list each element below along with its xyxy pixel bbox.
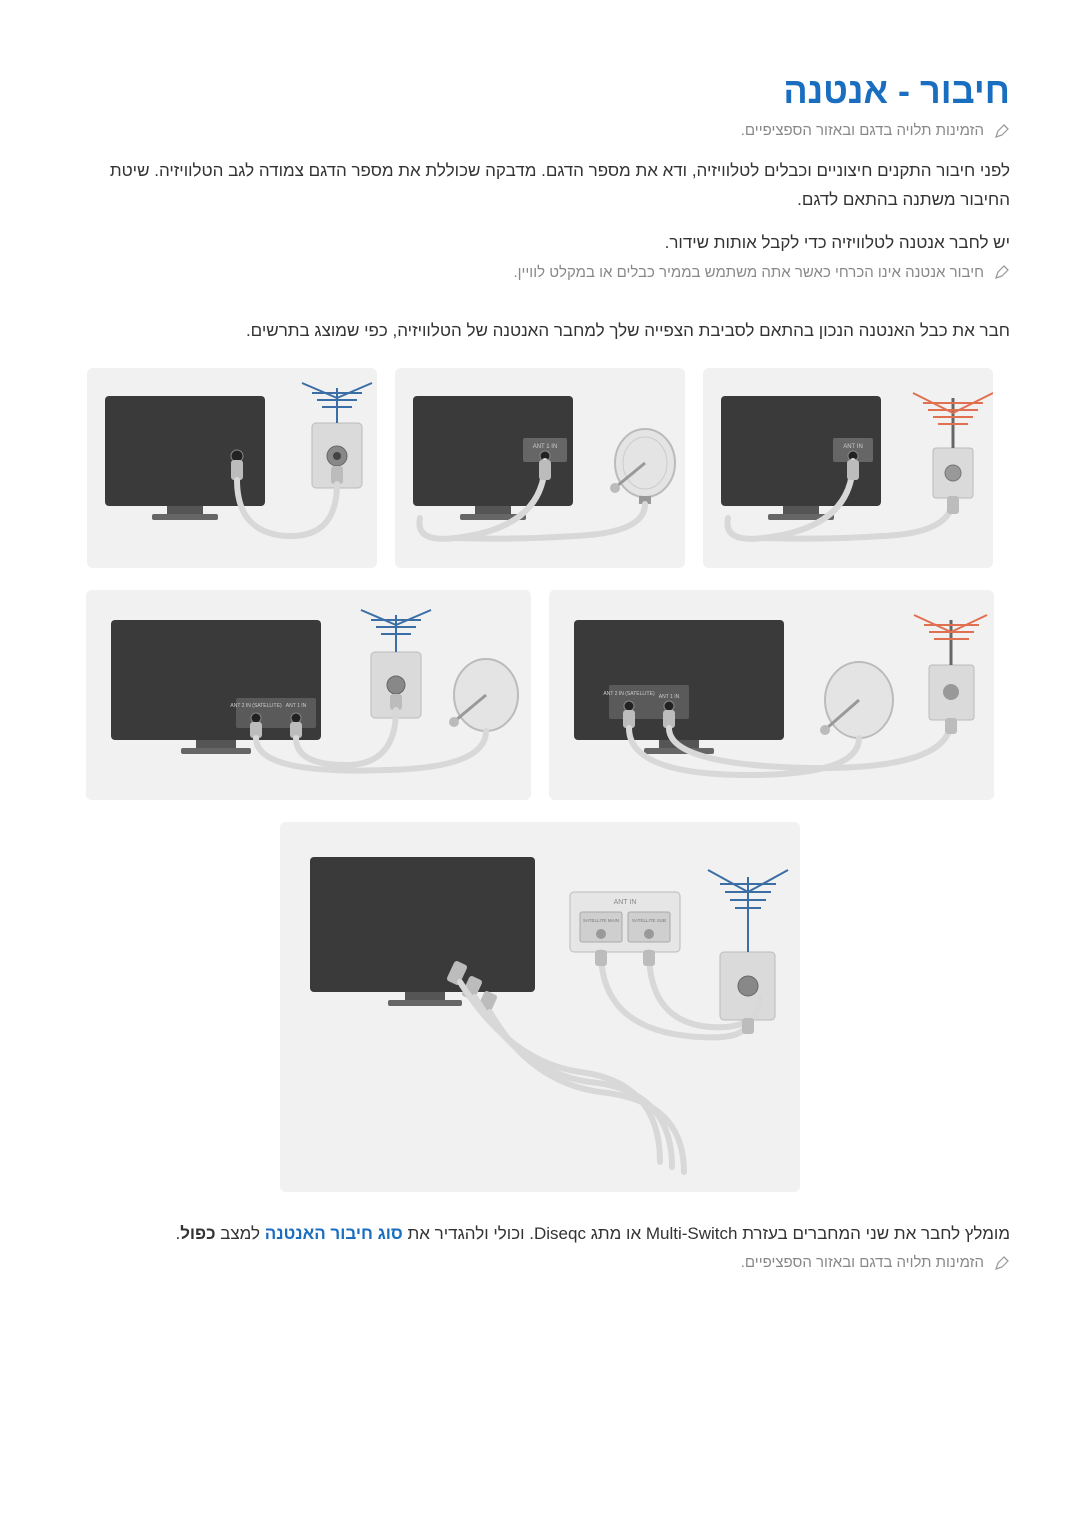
diagram-row-1: ANT IN [70,368,1010,568]
port-label: ANT 1 IN [286,703,307,709]
note-text: הזמינות תלויה בדגם ובאזור הספציפיים. [741,122,984,139]
diagram-row-2: ANT 2 IN (SATELLITE) ANT 1 IN [70,590,1010,800]
connect-cable-paragraph: חבר את כבל האנטנה הנכון בהתאם לסביבת הצפ… [70,317,1010,346]
diagram-ant-in-outdoor: ANT IN [703,368,993,568]
cable-box-note: חיבור אנטנה אינו הכרחי כאשר אתה משתמש במ… [70,264,1010,281]
port-sub-label: SATELLITE SUB [632,918,666,923]
multiswitch-recommendation: מומלץ לחבר את שני המחברים בעזרת Multi-Sw… [70,1220,1010,1249]
availability-note-1: הזמינות תלויה בדגם ובאזור הספציפיים. [70,122,1010,139]
diagram-wall-outlet [87,368,377,568]
port-label: ANT 1 IN [533,444,558,450]
recommend-prefix: מומלץ לחבר את שני המחברים בעזרת Multi-Sw… [403,1224,1010,1243]
port-label: ANT 2 IN (SATELLITE) [230,703,282,709]
pencil-icon [994,1255,1010,1271]
recommend-mid: למצב [216,1224,261,1243]
availability-note-2: הזמינות תלויה בדגם ובאזור הספציפיים. [70,1254,1010,1271]
port-label: ANT 2 IN (SATELLITE) [603,691,655,697]
antenna-connection-type-link[interactable]: סוג חיבור האנטנה [265,1224,403,1243]
intro-paragraph: לפני חיבור התקנים חיצוניים וכבלים לטלווי… [70,157,1010,215]
diagram-row-3: ANT IN SATELLITE MAIN SATELLITE SUB [70,822,1010,1192]
antenna-required-paragraph: יש לחבר אנטנה לטלוויזיה כדי לקבל אותות ש… [70,229,1010,258]
port-label: ANT 1 IN [659,694,680,700]
note-text: חיבור אנטנה אינו הכרחי כאשר אתה משתמש במ… [513,264,984,281]
recommend-bold: כפול [180,1224,215,1243]
diagram-multiswitch: ANT IN SATELLITE MAIN SATELLITE SUB [280,822,800,1192]
pencil-icon [994,123,1010,139]
port-label: ANT IN [843,444,863,450]
port-sub-label: SATELLITE MAIN [583,918,619,923]
page-title: חיבור - אנטנה [70,70,1010,112]
note-text: הזמינות תלויה בדגם ובאזור הספציפיים. [741,1254,984,1271]
diagram-dual-wall-sat: ANT 2 IN (SATELLITE) ANT 1 IN [86,590,531,800]
diagram-ant1-satellite: ANT 1 IN [395,368,685,568]
diagram-dual-antenna-sat: ANT 2 IN (SATELLITE) ANT 1 IN [549,590,994,800]
pencil-icon [994,264,1010,280]
port-label: ANT IN [614,899,637,906]
